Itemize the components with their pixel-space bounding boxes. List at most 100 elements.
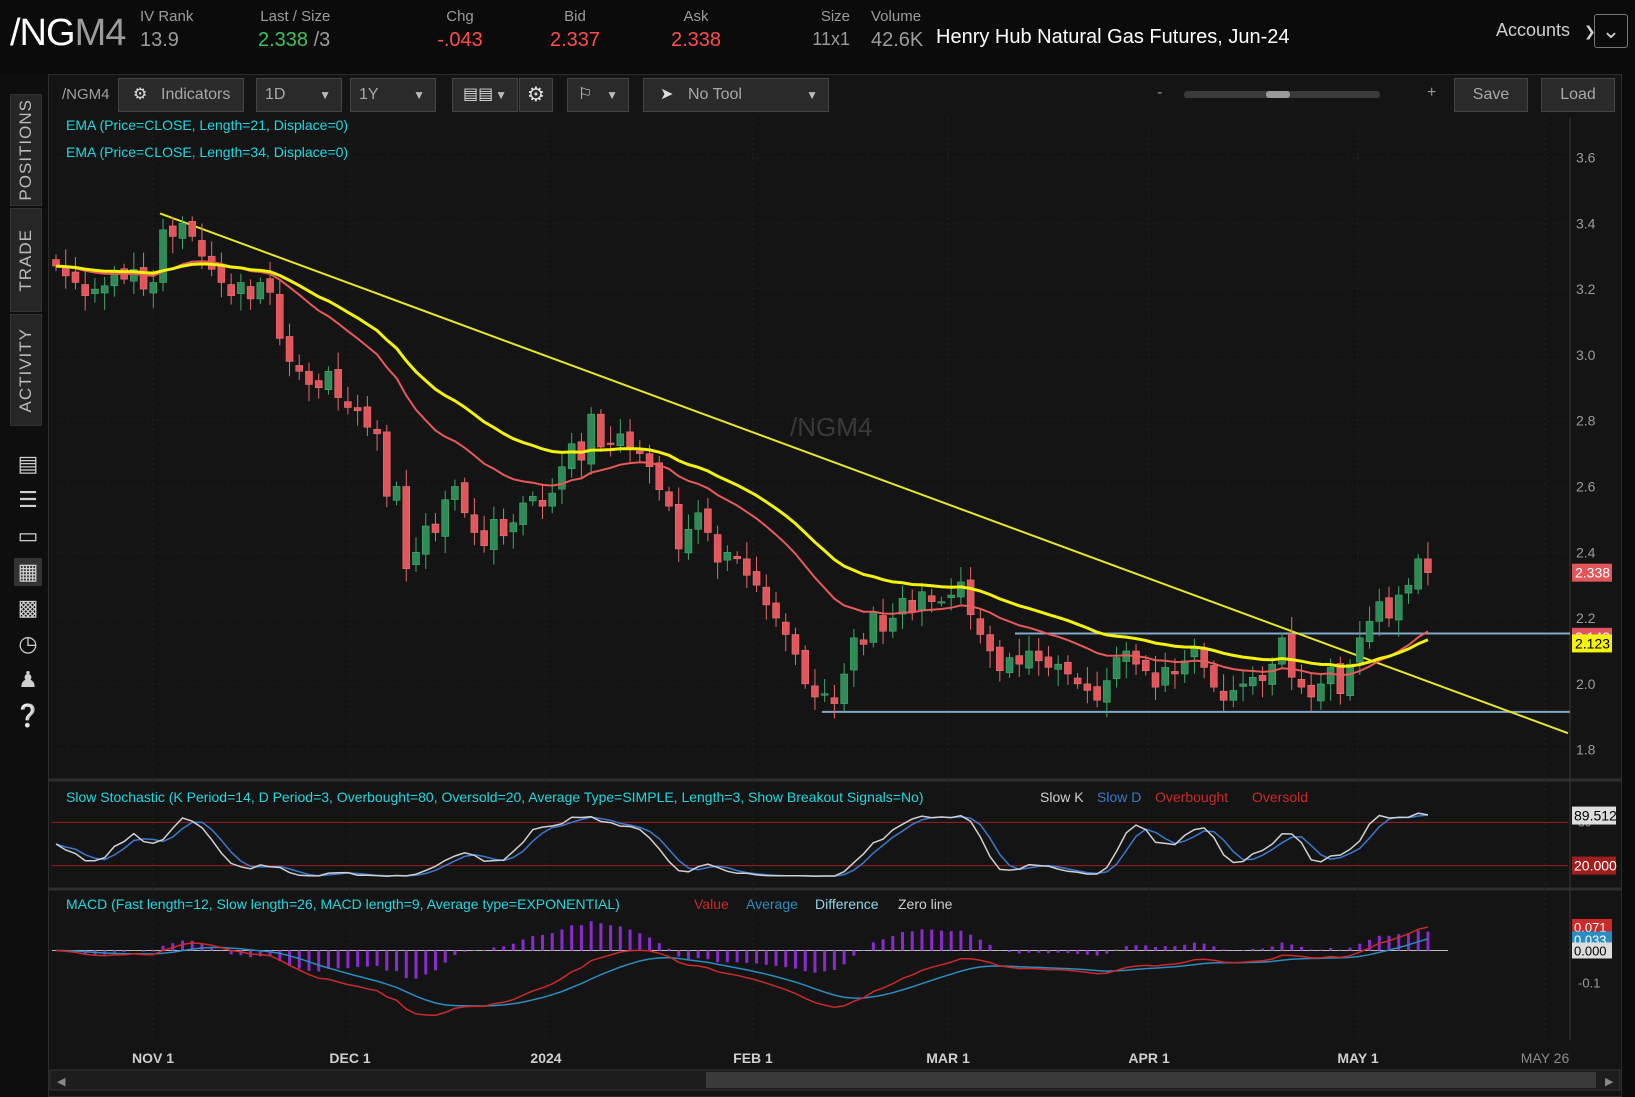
candle-body[interactable]: [392, 486, 401, 501]
candle-body[interactable]: [246, 286, 255, 300]
candle-body[interactable]: [898, 598, 907, 615]
candle-body[interactable]: [606, 442, 615, 445]
candle-body[interactable]: [859, 639, 868, 645]
candle-body[interactable]: [295, 365, 303, 372]
document-icon[interactable]: ▤: [17, 451, 39, 476]
candle-body[interactable]: [480, 530, 488, 546]
candle-body[interactable]: [587, 413, 595, 465]
candle-body[interactable]: [1317, 683, 1325, 702]
candle-body[interactable]: [1034, 650, 1043, 662]
candle-body[interactable]: [529, 496, 537, 502]
candle-body[interactable]: [665, 491, 673, 507]
candle-body[interactable]: [441, 499, 449, 537]
candle-body[interactable]: [1180, 660, 1189, 675]
candle-body[interactable]: [733, 555, 741, 560]
candle-body[interactable]: [217, 265, 226, 283]
tab-activity[interactable]: ACTIVITY: [10, 314, 42, 426]
scrollbar-thumb[interactable]: [706, 1072, 1596, 1088]
candle-body[interactable]: [1239, 683, 1247, 687]
candle-body[interactable]: [1044, 656, 1053, 668]
candle-body[interactable]: [772, 602, 780, 619]
interval-select[interactable]: 1D ▼: [256, 78, 342, 112]
candle-body[interactable]: [412, 552, 420, 566]
candle-body[interactable]: [879, 615, 887, 632]
indicators-button[interactable]: ⚙ Indicators: [118, 78, 244, 112]
candle-body[interactable]: [169, 225, 177, 237]
candle-body[interactable]: [1132, 650, 1140, 665]
load-button[interactable]: Load: [1541, 78, 1615, 112]
candle-body[interactable]: [1394, 594, 1403, 621]
tv-icon[interactable]: ▭: [17, 523, 39, 548]
candle-body[interactable]: [820, 693, 829, 696]
candle-body[interactable]: [743, 558, 751, 576]
candle-body[interactable]: [1258, 675, 1267, 681]
candle-body[interactable]: [1073, 677, 1082, 685]
candle-body[interactable]: [383, 431, 391, 497]
candle-body[interactable]: [1346, 663, 1354, 696]
candle-body[interactable]: [1064, 661, 1072, 675]
candle-body[interactable]: [451, 486, 459, 500]
candle-body[interactable]: [694, 512, 702, 530]
candle-body[interactable]: [198, 240, 206, 257]
candle-body[interactable]: [324, 371, 333, 391]
candle-body[interactable]: [1278, 637, 1286, 665]
candle-body[interactable]: [811, 685, 819, 698]
candle-body[interactable]: [1414, 558, 1422, 590]
candle-body[interactable]: [1005, 657, 1014, 673]
people-icon[interactable]: ♟: [18, 667, 38, 692]
candle-body[interactable]: [947, 594, 955, 598]
candle-body[interactable]: [869, 611, 878, 643]
candle-body[interactable]: [1219, 690, 1228, 701]
candle-body[interactable]: [889, 617, 897, 632]
candle-body[interactable]: [373, 428, 381, 435]
range-select[interactable]: 1Y ▼: [350, 78, 436, 112]
candle-body[interactable]: [850, 637, 858, 671]
candle-body[interactable]: [1015, 655, 1024, 665]
candle-body[interactable]: [1200, 649, 1208, 668]
candle-body[interactable]: [1210, 665, 1218, 688]
accounts-menu[interactable]: Accounts ❯: [1496, 20, 1596, 41]
candle-body[interactable]: [655, 462, 664, 491]
candle-body[interactable]: [1083, 683, 1092, 691]
candle-body[interactable]: [1093, 686, 1101, 701]
candle-body[interactable]: [305, 371, 313, 385]
candle-body[interactable]: [1287, 633, 1296, 678]
candle-body[interactable]: [237, 282, 245, 294]
candle-body[interactable]: [227, 284, 235, 296]
candle-body[interactable]: [1365, 621, 1374, 643]
candle-body[interactable]: [52, 259, 60, 267]
candle-body[interactable]: [1268, 663, 1276, 685]
candle-body[interactable]: [927, 595, 936, 602]
candle-body[interactable]: [1297, 679, 1306, 688]
layout-icon[interactable]: ▩: [17, 595, 39, 620]
tab-positions[interactable]: POSITIONS: [10, 94, 42, 206]
scroll-right-icon[interactable]: ▶: [1605, 1076, 1614, 1088]
candle-body[interactable]: [937, 601, 946, 604]
candle-body[interactable]: [266, 278, 274, 293]
candle-body[interactable]: [334, 369, 342, 398]
candle-body[interactable]: [1229, 690, 1238, 701]
candle-body[interactable]: [363, 406, 372, 428]
candle-body[interactable]: [188, 221, 196, 237]
candle-body[interactable]: [1025, 650, 1033, 669]
candle-body[interactable]: [431, 523, 440, 533]
candle-body[interactable]: [636, 450, 644, 454]
candle-body[interactable]: [918, 591, 926, 610]
expand-button[interactable]: ⌄: [1594, 14, 1628, 48]
candle-body[interactable]: [840, 673, 848, 704]
zoom-in-button[interactable]: +: [1427, 84, 1437, 101]
candle-body[interactable]: [567, 443, 576, 469]
chart-settings-button[interactable]: ⚙: [519, 78, 553, 112]
candle-body[interactable]: [674, 503, 683, 550]
candle-body[interactable]: [616, 433, 625, 446]
candle-body[interactable]: [1326, 667, 1335, 685]
candle-body[interactable]: [684, 529, 693, 554]
candle-body[interactable]: [139, 267, 148, 290]
candle-body[interactable]: [344, 401, 352, 408]
scroll-left-icon[interactable]: ◀: [57, 1076, 66, 1088]
candle-body[interactable]: [801, 650, 809, 685]
candle-body[interactable]: [519, 502, 527, 525]
candle-body[interactable]: [752, 571, 761, 586]
candle-body[interactable]: [830, 697, 839, 704]
